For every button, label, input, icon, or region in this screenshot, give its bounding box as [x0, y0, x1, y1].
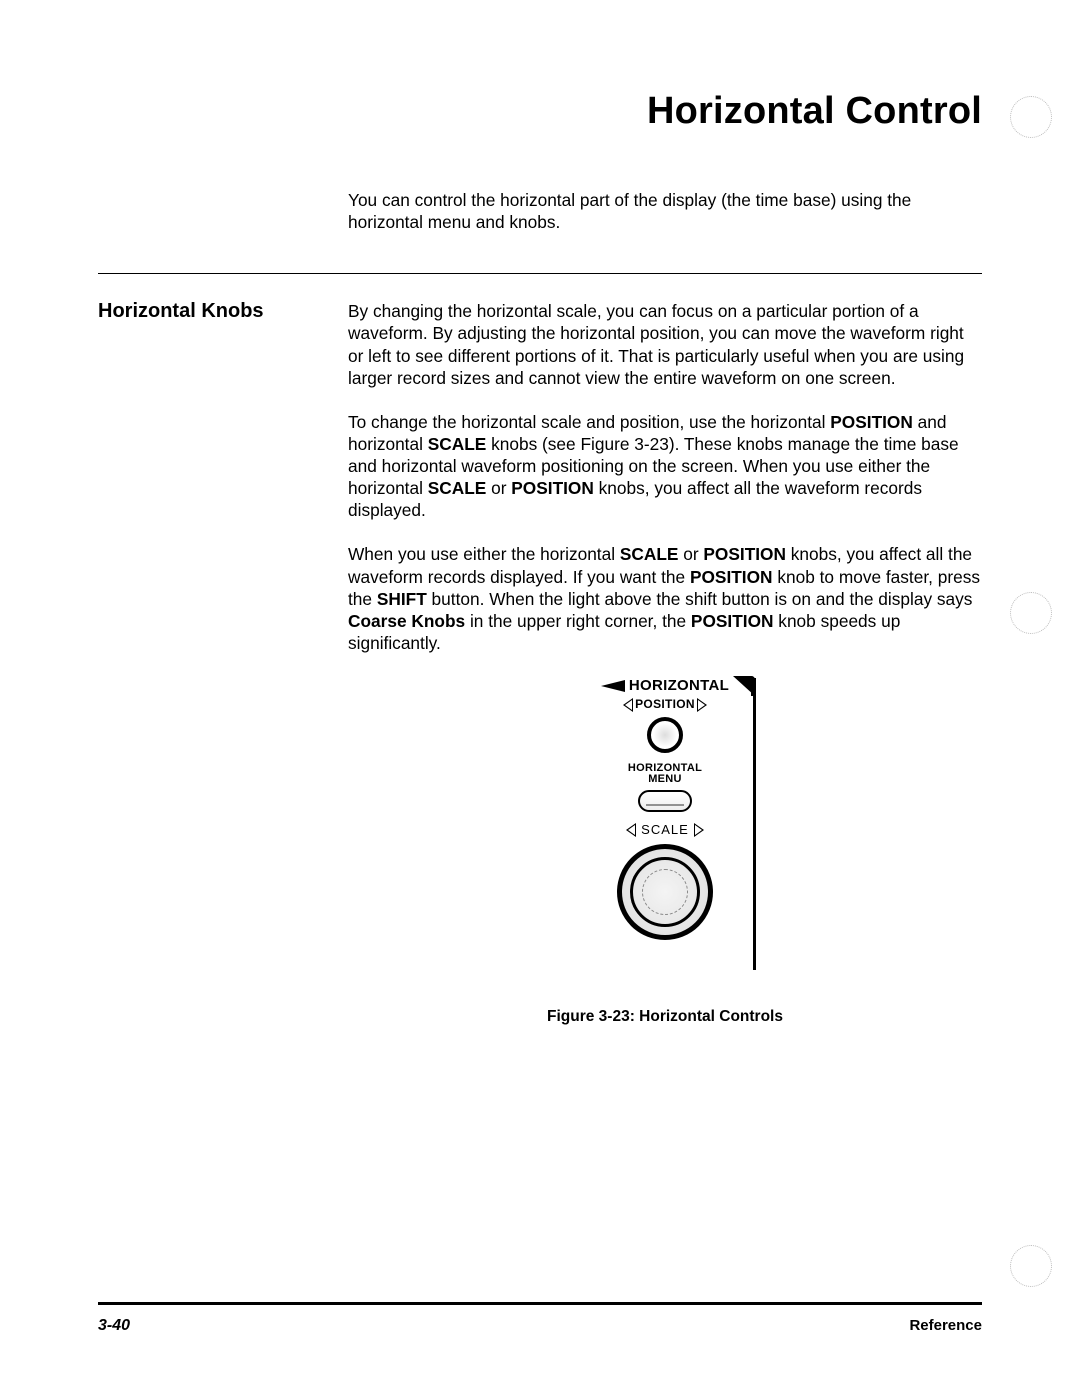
footer-divider — [98, 1302, 982, 1305]
page-footer: 3-40 Reference — [98, 1317, 982, 1335]
section-body: By changing the horizontal scale, you ca… — [348, 300, 982, 1027]
paragraph-2: To change the horizontal scale and posit… — [348, 411, 982, 522]
scale-label: SCALE — [641, 822, 689, 839]
page-number: 3-40 — [98, 1317, 130, 1335]
text: or — [678, 544, 703, 564]
text: or — [486, 478, 511, 498]
section-heading: Horizontal Knobs — [98, 300, 348, 1027]
triangle-right-icon — [697, 698, 707, 712]
binder-hole-icon — [1010, 96, 1052, 138]
bold-shift: SHIFT — [377, 589, 427, 609]
figure-3-23: HORIZONTAL POSITION HORIZONTAL MENU — [348, 676, 982, 1027]
text: button. When the light above the shift b… — [427, 589, 973, 609]
bold-position: POSITION — [690, 567, 773, 587]
binder-hole-icon — [1010, 1245, 1052, 1287]
section-divider — [98, 273, 982, 274]
binder-hole-icon — [1010, 592, 1052, 634]
bold-position: POSITION — [830, 412, 913, 432]
arrow-left-icon — [601, 680, 625, 692]
bold-scale: SCALE — [428, 434, 487, 454]
scale-label-row: SCALE — [580, 822, 750, 839]
bold-scale: SCALE — [620, 544, 679, 564]
triangle-right-icon — [694, 823, 704, 837]
footer-section: Reference — [909, 1317, 982, 1335]
paragraph-3: When you use either the horizontal SCALE… — [348, 543, 982, 654]
paragraph-1: By changing the horizontal scale, you ca… — [348, 300, 982, 389]
triangle-left-icon — [623, 698, 633, 712]
horizontal-panel-diagram: HORIZONTAL POSITION HORIZONTAL MENU — [580, 676, 750, 976]
figure-caption: Figure 3-23: Horizontal Controls — [348, 1007, 982, 1027]
position-label: POSITION — [635, 697, 695, 712]
text: When you use either the horizontal — [348, 544, 620, 564]
panel-header-label: HORIZONTAL — [629, 676, 729, 695]
bold-scale: SCALE — [428, 478, 487, 498]
position-knob-icon — [647, 717, 683, 753]
menu-button-icon — [638, 790, 692, 812]
bold-position: POSITION — [511, 478, 594, 498]
menu-label: HORIZONTAL MENU — [580, 763, 750, 786]
position-label-row: POSITION — [580, 697, 750, 712]
section-horizontal-knobs: Horizontal Knobs By changing the horizon… — [98, 300, 982, 1027]
bold-position: POSITION — [703, 544, 786, 564]
menu-label-line1: HORIZONTAL — [628, 762, 702, 774]
bold-position: POSITION — [691, 611, 774, 631]
text: To change the horizontal scale and posit… — [348, 412, 830, 432]
panel-header-row: HORIZONTAL — [580, 676, 750, 695]
intro-paragraph: You can control the horizontal part of t… — [348, 189, 982, 233]
bold-coarse-knobs: Coarse Knobs — [348, 611, 465, 631]
panel-border-right-icon — [746, 678, 756, 970]
text: in the upper right corner, the — [465, 611, 691, 631]
page: Horizontal Control You can control the h… — [0, 0, 1080, 1397]
menu-label-line2: MENU — [648, 773, 682, 785]
scale-knob-icon — [617, 844, 713, 940]
page-title: Horizontal Control — [98, 90, 982, 133]
triangle-left-icon — [626, 823, 636, 837]
